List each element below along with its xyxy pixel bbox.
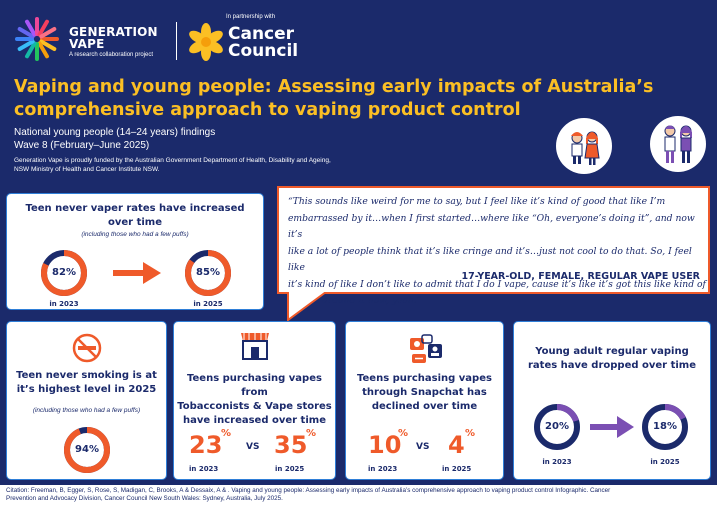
tobacconists-card: Teens purchasing vapes from Tobacconists… xyxy=(173,321,336,480)
social-chat-icon xyxy=(410,334,442,363)
snapchat-value-2025: 4 xyxy=(448,431,465,459)
tobacconists-title-line3: have increased over time xyxy=(183,415,326,426)
never-smoking-note: (including those who had a few puffs) xyxy=(32,407,141,414)
never-smoking-card: Teen never smoking is at it’s highest le… xyxy=(6,321,167,480)
tobacconists-vs: VS xyxy=(246,442,260,452)
snapchat-title-line1: Teens purchasing vapes xyxy=(357,373,492,384)
tobacconists-pct-2025: % xyxy=(306,428,317,439)
quote-line5: stigma around it now, yeah.” xyxy=(288,295,422,306)
young-adult-title-line2: rates have dropped over time xyxy=(527,360,697,371)
burst-logo-icon xyxy=(15,17,59,61)
quote-line3: like a lot of people think that it’s lik… xyxy=(288,245,692,274)
young-adult-year-2023: in 2023 xyxy=(542,458,572,466)
citation-footer: Citation: Freeman, B, Egger, S, Rose, S,… xyxy=(0,485,717,508)
snapchat-card: Teens purchasing vapes through Snapchat … xyxy=(345,321,504,480)
partner-line2: Council xyxy=(228,41,299,61)
quote-attribution: 17-YEAR-OLD, FEMALE, REGULAR VAPE USER xyxy=(461,271,700,282)
logo-divider xyxy=(176,22,177,60)
no-smoking-icon xyxy=(72,333,102,363)
tobacconists-value-2023: 23 xyxy=(189,431,223,459)
title-line1: Vaping and young people: Assessing early… xyxy=(14,77,654,97)
young-adult-title-line1: Young adult regular vaping xyxy=(535,346,689,357)
title-line2: comprehensive approach to vaping product… xyxy=(14,100,521,120)
never-vaper-value-2023: 82% xyxy=(52,267,76,278)
never-vaper-ring-2023 xyxy=(41,250,87,296)
young-adult-value-2023: 20% xyxy=(545,421,569,432)
young-adult-value-2025: 18% xyxy=(653,421,677,432)
daffodil-icon xyxy=(189,23,223,61)
subtitle-line2: Wave 8 (February–June 2025) xyxy=(14,140,150,151)
arrow-right-icon xyxy=(113,262,161,284)
tobacconists-year-2025: in 2025 xyxy=(275,465,305,473)
page-title: Vaping and young people: Assessing early… xyxy=(14,76,704,122)
partner-label: In partnership with xyxy=(226,14,276,20)
young-adult-ring-2025 xyxy=(642,404,688,450)
tobacconists-title-line2: Tobacconists & Vape stores xyxy=(177,401,332,412)
logo-subtitle: A research collaboration project xyxy=(69,52,154,58)
teens-icon xyxy=(571,131,600,165)
never-vaper-title: Teen never vaper rates have increased ov… xyxy=(7,202,263,230)
ring-fill xyxy=(64,427,110,473)
funding-line2: NSW Ministry of Health and Cancer Instit… xyxy=(14,165,160,173)
funding-line1: Generation Vape is proudly funded by the… xyxy=(14,157,331,164)
never-smoking-value: 94% xyxy=(75,444,99,455)
ring-fill xyxy=(534,404,580,450)
snapchat-pct-2025: % xyxy=(465,428,476,439)
snapchat-title-line2: through Snapchat has xyxy=(362,387,487,398)
never-vaper-year-2023: in 2023 xyxy=(49,300,79,308)
quote-line2: embarrassed by it…when I first started…w… xyxy=(288,212,695,241)
tobacconists-value-2025: 35 xyxy=(274,431,308,459)
young-adult-title: Young adult regular vaping rates have dr… xyxy=(514,345,710,373)
never-vaper-title-line1: Teen never vaper rates have increased xyxy=(25,203,245,214)
citation-line2: Prevention and Advocacy Division, Cancer… xyxy=(6,495,283,502)
never-vaper-ring-2025 xyxy=(185,250,231,296)
quote-line1: “This sounds like weird for me to say, b… xyxy=(288,196,666,207)
snapchat-title-line3: declined over time xyxy=(371,401,478,412)
subtitle-line1: National young people (14–24 years) find… xyxy=(14,127,216,138)
never-smoking-title-line1: Teen never smoking is at xyxy=(16,370,157,381)
quote-line4: it’s kind of like I don’t like to admit … xyxy=(288,278,706,290)
snapchat-vs: VS xyxy=(416,442,430,452)
snapchat-year-2025: in 2025 xyxy=(442,465,472,473)
logo-line2: VAPE xyxy=(69,37,105,51)
young-adult-card: Young adult regular vaping rates have dr… xyxy=(513,321,711,480)
snapchat-value-2023: 10 xyxy=(368,431,402,459)
page-subtitle: National young people (14–24 years) find… xyxy=(14,126,215,152)
ring-fill xyxy=(41,250,87,296)
never-smoking-title: Teen never smoking is at it’s highest le… xyxy=(7,369,166,397)
snapchat-title: Teens purchasing vapes through Snapchat … xyxy=(346,372,503,414)
logo-line1: GENERATION xyxy=(69,25,158,39)
young-adult-illustration xyxy=(650,116,706,172)
never-smoking-title-line2: it’s highest level in 2025 xyxy=(16,384,157,395)
snapchat-pct-2023: % xyxy=(398,428,409,439)
ring-fill xyxy=(642,404,688,450)
never-vaper-year-2025: in 2025 xyxy=(193,300,223,308)
quote-text: “This sounds like weird for me to say, b… xyxy=(288,194,708,310)
snapchat-year-2023: in 2023 xyxy=(368,465,398,473)
arrow-right-icon xyxy=(590,416,634,438)
tobacconists-pct-2023: % xyxy=(221,428,232,439)
never-vaper-note: (including those who had a few puffs) xyxy=(81,231,189,238)
generation-vape-logo: GENERATION VAPE A research collaboration… xyxy=(14,16,164,62)
partner-line1: Cancer xyxy=(228,24,295,44)
teen-illustration xyxy=(556,118,612,174)
tobacconists-year-2023: in 2023 xyxy=(189,465,219,473)
storefront-icon xyxy=(241,333,269,360)
never-vaper-title-line2: over time xyxy=(108,217,162,228)
ring-fill xyxy=(185,250,231,296)
funding-statement: Generation Vape is proudly funded by the… xyxy=(14,157,331,174)
tobacconists-title: Teens purchasing vapes from Tobacconists… xyxy=(174,372,335,428)
tobacconists-title-line1: Teens purchasing vapes from xyxy=(187,373,322,398)
cancer-council-logo: In partnership with Cancer Council xyxy=(186,14,306,64)
speech-bubble-tail xyxy=(287,292,327,322)
quote-box: “This sounds like weird for me to say, b… xyxy=(277,186,710,306)
never-smoking-ring xyxy=(64,427,110,473)
young-adult-ring-2023 xyxy=(534,404,580,450)
citation-line1: Citation: Freeman, B, Egger, S, Rose, S,… xyxy=(6,487,611,494)
young-adult-year-2025: in 2025 xyxy=(650,458,680,466)
young-adults-icon xyxy=(664,125,692,163)
never-vaper-value-2025: 85% xyxy=(196,267,220,278)
never-vaper-card: Teen never vaper rates have increased ov… xyxy=(6,193,264,310)
